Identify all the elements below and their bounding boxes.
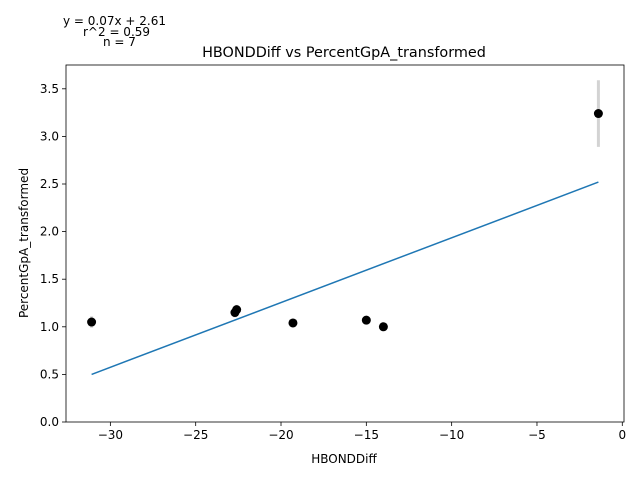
x-tick-label: −5 [528, 428, 546, 442]
data-point-3 [288, 318, 298, 328]
y-tick-label: 0.5 [40, 367, 59, 381]
y-tick-label: 0.0 [40, 415, 59, 429]
y-tick-label: 3.0 [40, 129, 59, 143]
error-bars [90, 80, 600, 329]
fit-equation-annotation: y = 0.07x + 2.61 [63, 14, 167, 28]
x-tick-label: −20 [268, 428, 293, 442]
x-tick-label: −25 [183, 428, 208, 442]
y-axis-label: PercentGpA_transformed [17, 168, 31, 318]
x-tick-label: −15 [354, 428, 379, 442]
fit-line-group [91, 181, 599, 376]
data-point-0 [87, 317, 97, 327]
x-axis-ticks: −30 −25 −20 −15 −10 −5 0 [98, 422, 626, 442]
y-tick-label: 2.0 [40, 225, 59, 239]
y-tick-label: 1.0 [40, 320, 59, 334]
x-tick-label: −30 [98, 428, 123, 442]
sample-size-annotation: n = 7 [103, 35, 136, 49]
x-tick-label: 0 [618, 428, 626, 442]
y-tick-label: 3.5 [40, 82, 59, 96]
y-tick-label: 2.5 [40, 177, 59, 191]
r-squared-annotation: r^2 = 0.59 [83, 25, 151, 39]
y-tick-label: 1.5 [40, 272, 59, 286]
data-point-5 [378, 322, 388, 332]
fit-line [91, 181, 599, 376]
x-tick-label: −10 [439, 428, 464, 442]
data-point-6 [593, 109, 603, 119]
data-point-4 [361, 315, 371, 325]
chart-title: HBONDDiff vs PercentGpA_transformed [202, 45, 486, 61]
plot-frame [65, 64, 625, 423]
y-axis-ticks: 0.0 0.5 1.0 1.5 2.0 2.5 3.0 3.5 [40, 82, 66, 429]
x-axis-label: HBONDDiff [311, 452, 377, 466]
data-point-2 [232, 305, 242, 315]
data-points [87, 109, 603, 332]
